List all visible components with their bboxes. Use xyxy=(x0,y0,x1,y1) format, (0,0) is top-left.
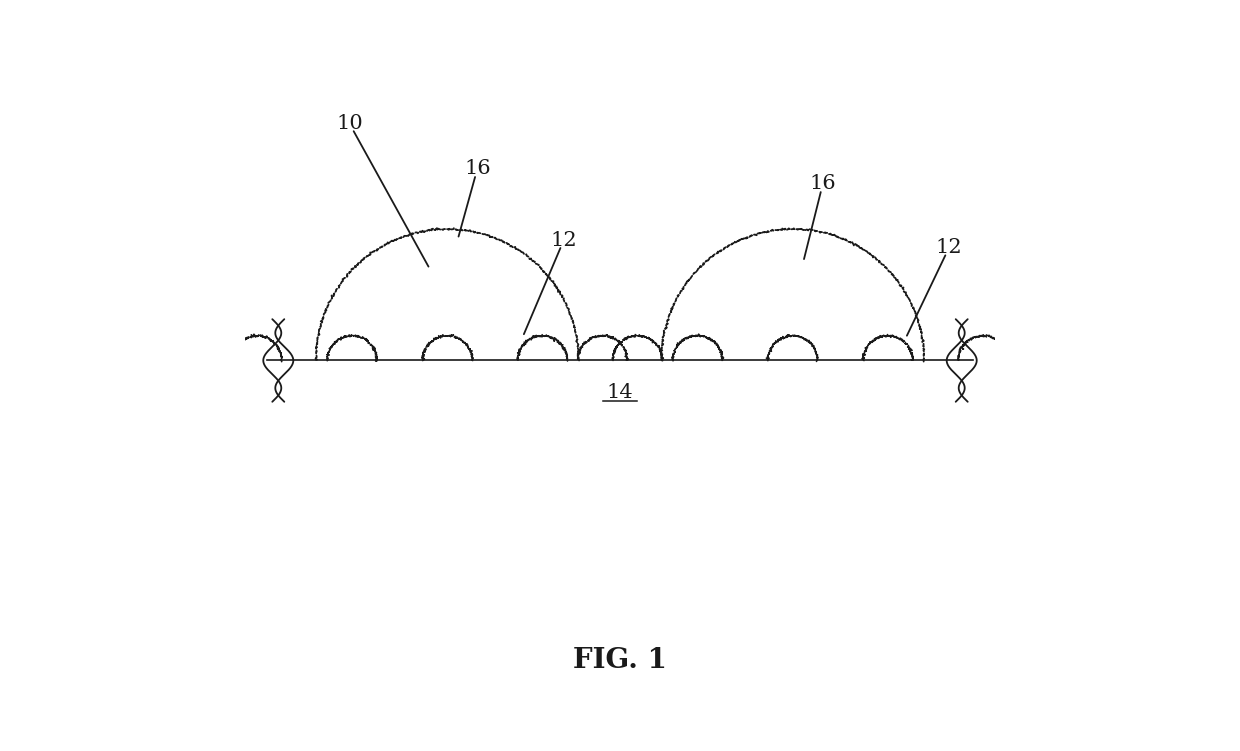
Text: 16: 16 xyxy=(810,174,836,194)
Text: 14: 14 xyxy=(606,382,634,402)
Text: 12: 12 xyxy=(551,231,577,250)
Text: 16: 16 xyxy=(464,159,491,179)
Text: FIG. 1: FIG. 1 xyxy=(573,647,667,674)
Text: 10: 10 xyxy=(336,114,363,134)
Text: 12: 12 xyxy=(936,238,962,258)
